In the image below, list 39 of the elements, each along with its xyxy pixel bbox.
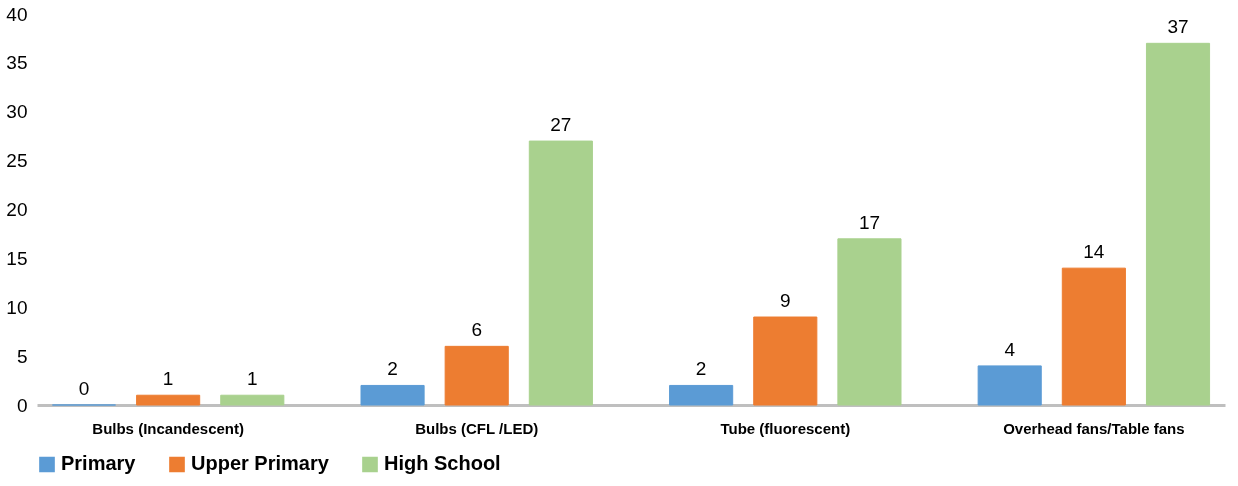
bar — [1061, 267, 1126, 406]
bar — [977, 365, 1042, 406]
bar — [753, 316, 818, 406]
data-label: 37 — [1167, 16, 1189, 38]
bar — [1145, 42, 1211, 406]
y-tick-label: 35 — [6, 52, 28, 74]
bar — [837, 238, 902, 406]
y-tick-label: 40 — [6, 3, 28, 25]
bar — [528, 140, 593, 406]
y-tick-label: 15 — [6, 247, 28, 269]
data-label: 17 — [858, 211, 881, 233]
data-label: 1 — [247, 368, 258, 390]
data-label: 2 — [387, 358, 398, 380]
legend-label: Primary — [61, 452, 137, 475]
legend-label: High School — [384, 452, 501, 475]
legend-label: Upper Primary — [191, 452, 330, 475]
x-tick-label: Overhead fans/Table fans — [1003, 419, 1185, 437]
data-label: 27 — [550, 114, 572, 136]
bar — [444, 345, 509, 406]
y-tick-label: 0 — [16, 394, 28, 416]
data-label: 9 — [780, 290, 791, 312]
x-tick-label: Bulbs (CFL /LED) — [415, 419, 539, 437]
x-tick-label: Tube (fluorescent) — [720, 419, 851, 437]
y-tick-label: 10 — [6, 296, 28, 318]
data-label: 4 — [1004, 338, 1016, 360]
bar — [669, 384, 734, 406]
bar — [136, 394, 201, 406]
data-label: 1 — [162, 368, 174, 390]
data-label: 0 — [78, 378, 90, 399]
bar — [360, 384, 425, 406]
y-tick-label: 30 — [6, 101, 28, 123]
y-tick-label: 20 — [6, 199, 28, 220]
data-label: 2 — [695, 358, 707, 380]
x-tick-label: Bulbs (Incandescent) — [92, 419, 244, 437]
data-label: 14 — [1083, 241, 1105, 263]
bar — [220, 394, 285, 406]
data-label: 6 — [471, 319, 482, 341]
y-tick-label: 25 — [6, 150, 28, 172]
y-tick-label: 5 — [16, 345, 28, 367]
